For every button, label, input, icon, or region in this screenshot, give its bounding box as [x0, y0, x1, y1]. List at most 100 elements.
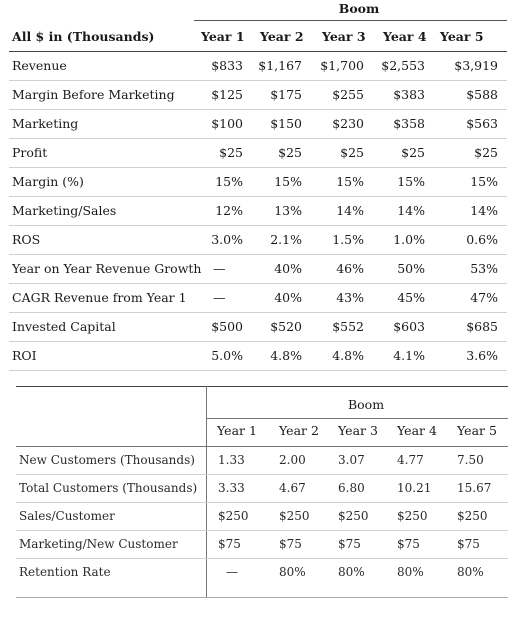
row-separator [16, 474, 508, 475]
table2-year-header: Year 4 [397, 423, 437, 438]
row-label: Marketing [12, 116, 79, 131]
table-cell: $255 [332, 87, 364, 102]
table-row: Revenue $833 $1,167 $1,700 $2,553 $3,919 [9, 52, 507, 81]
table-row: ROI 5.0% 4.8% 4.8% 4.1% 3.6% [9, 342, 507, 371]
table-cell: — [226, 565, 238, 579]
row-separator [16, 558, 508, 559]
table2-year-header: Year 5 [457, 423, 497, 438]
table-cell: $833 [211, 58, 243, 73]
table2-group-header: Boom [347, 397, 385, 412]
table-cell: $75 [338, 537, 361, 551]
table-cell: $250 [338, 509, 369, 523]
table1-group-header: Boom [338, 1, 380, 16]
table-cell: — [213, 290, 226, 305]
table-cell: $2,553 [381, 58, 425, 73]
table-cell: 15% [336, 174, 364, 189]
row-separator [9, 80, 507, 81]
table2-header-rule [16, 446, 508, 447]
table-cell: 45% [397, 290, 425, 305]
table-cell: 6.80 [338, 481, 365, 495]
table-cell: 2.1% [270, 232, 302, 247]
table-cell: $588 [466, 87, 498, 102]
table-cell: $25 [219, 145, 243, 160]
table-cell: 7.50 [457, 453, 484, 467]
table-cell: $250 [218, 509, 249, 523]
table-cell: $383 [393, 87, 425, 102]
table-cell: $125 [211, 87, 243, 102]
table-cell: $25 [474, 145, 498, 160]
table-cell: $75 [279, 537, 302, 551]
row-separator [9, 370, 507, 371]
table-row: Marketing/New Customer $75 $75 $75 $75 $75 [16, 531, 508, 559]
table-cell: 40% [274, 290, 302, 305]
row-separator [9, 283, 507, 284]
table-cell: 4.8% [270, 348, 302, 363]
table-cell: 1.33 [218, 453, 245, 467]
row-label: Marketing/New Customer [19, 537, 178, 551]
table-cell: 13% [274, 203, 302, 218]
row-label: Marketing/Sales [12, 203, 117, 218]
table-cell: $230 [332, 116, 364, 131]
table-row: Marketing/Sales 12% 13% 14% 14% 14% [9, 197, 507, 226]
row-label: ROI [12, 348, 37, 363]
row-label: Revenue [12, 58, 67, 73]
row-label: Margin (%) [12, 174, 84, 189]
row-label: Sales/Customer [19, 509, 115, 523]
table-cell: 15.67 [457, 481, 492, 495]
table-row: New Customers (Thousands) 1.33 2.00 3.07 4.7… [16, 447, 508, 475]
table-cell: 15% [470, 174, 498, 189]
table-cell: $150 [270, 116, 302, 131]
table1-year-header: Year 2 [260, 29, 304, 44]
table-row: CAGR Revenue from Year 1 — 40% 43% 45% 47% [9, 284, 507, 313]
table-cell: $552 [332, 319, 364, 334]
table-cell: 3.0% [211, 232, 243, 247]
table-row: Retention Rate — 80% 80% 80% 80% [16, 559, 508, 587]
table-cell: $685 [466, 319, 498, 334]
row-label: Profit [12, 145, 48, 160]
table-cell: $75 [218, 537, 241, 551]
table-row: Sales/Customer $250 $250 $250 $250 $250 [16, 503, 508, 531]
table-cell: 0.6% [466, 232, 498, 247]
table-cell: $3,919 [454, 58, 498, 73]
table-cell: 80% [397, 565, 424, 579]
row-label: Year on Year Revenue Growth [12, 261, 202, 276]
table-cell: 5.0% [211, 348, 243, 363]
table-cell: 80% [279, 565, 306, 579]
table-cell: 43% [336, 290, 364, 305]
table-row: Invested Capital $500 $520 $552 $603 $685 [9, 313, 507, 342]
table-row: Margin Before Marketing $125 $175 $255 $383 $… [9, 81, 507, 110]
table-cell: $100 [211, 116, 243, 131]
table-cell: $1,700 [320, 58, 364, 73]
table1-year-header: Year 1 [201, 29, 245, 44]
table1-header-row: All $ in (Thousands) Year 1 Year 2 Year … [9, 23, 507, 52]
row-label: Invested Capital [12, 319, 116, 334]
table-cell: $75 [457, 537, 480, 551]
table-cell: 4.8% [332, 348, 364, 363]
row-label: Margin Before Marketing [12, 87, 175, 102]
table-cell: $500 [211, 319, 243, 334]
table2-year-header: Year 3 [338, 423, 378, 438]
table1-header-rule [194, 20, 507, 21]
table-cell: 1.5% [332, 232, 364, 247]
table-cell: — [213, 261, 226, 276]
table-row: Margin (%) 15% 15% 15% 15% 15% [9, 168, 507, 197]
table-cell: 14% [397, 203, 425, 218]
table-row: ROS 3.0% 2.1% 1.5% 1.0% 0.6% [9, 226, 507, 255]
table-cell: 3.07 [338, 453, 365, 467]
table-row: Year on Year Revenue Growth — 40% 46% 50% 53% [9, 255, 507, 284]
table-cell: 53% [470, 261, 498, 276]
row-separator [16, 502, 508, 503]
table-row: Profit $25 $25 $25 $25 $25 [9, 139, 507, 168]
table-cell: 3.6% [466, 348, 498, 363]
table-cell: 15% [215, 174, 243, 189]
table2-column-divider [206, 386, 207, 598]
table-cell: 4.77 [397, 453, 424, 467]
table-cell: $250 [279, 509, 310, 523]
table-row: Total Customers (Thousands) 3.33 4.67 6.80 1… [16, 475, 508, 503]
table-cell: 80% [338, 565, 365, 579]
row-label: Retention Rate [19, 565, 111, 579]
table-cell: 15% [397, 174, 425, 189]
table-cell: 46% [336, 261, 364, 276]
row-separator [9, 341, 507, 342]
row-separator [9, 312, 507, 313]
